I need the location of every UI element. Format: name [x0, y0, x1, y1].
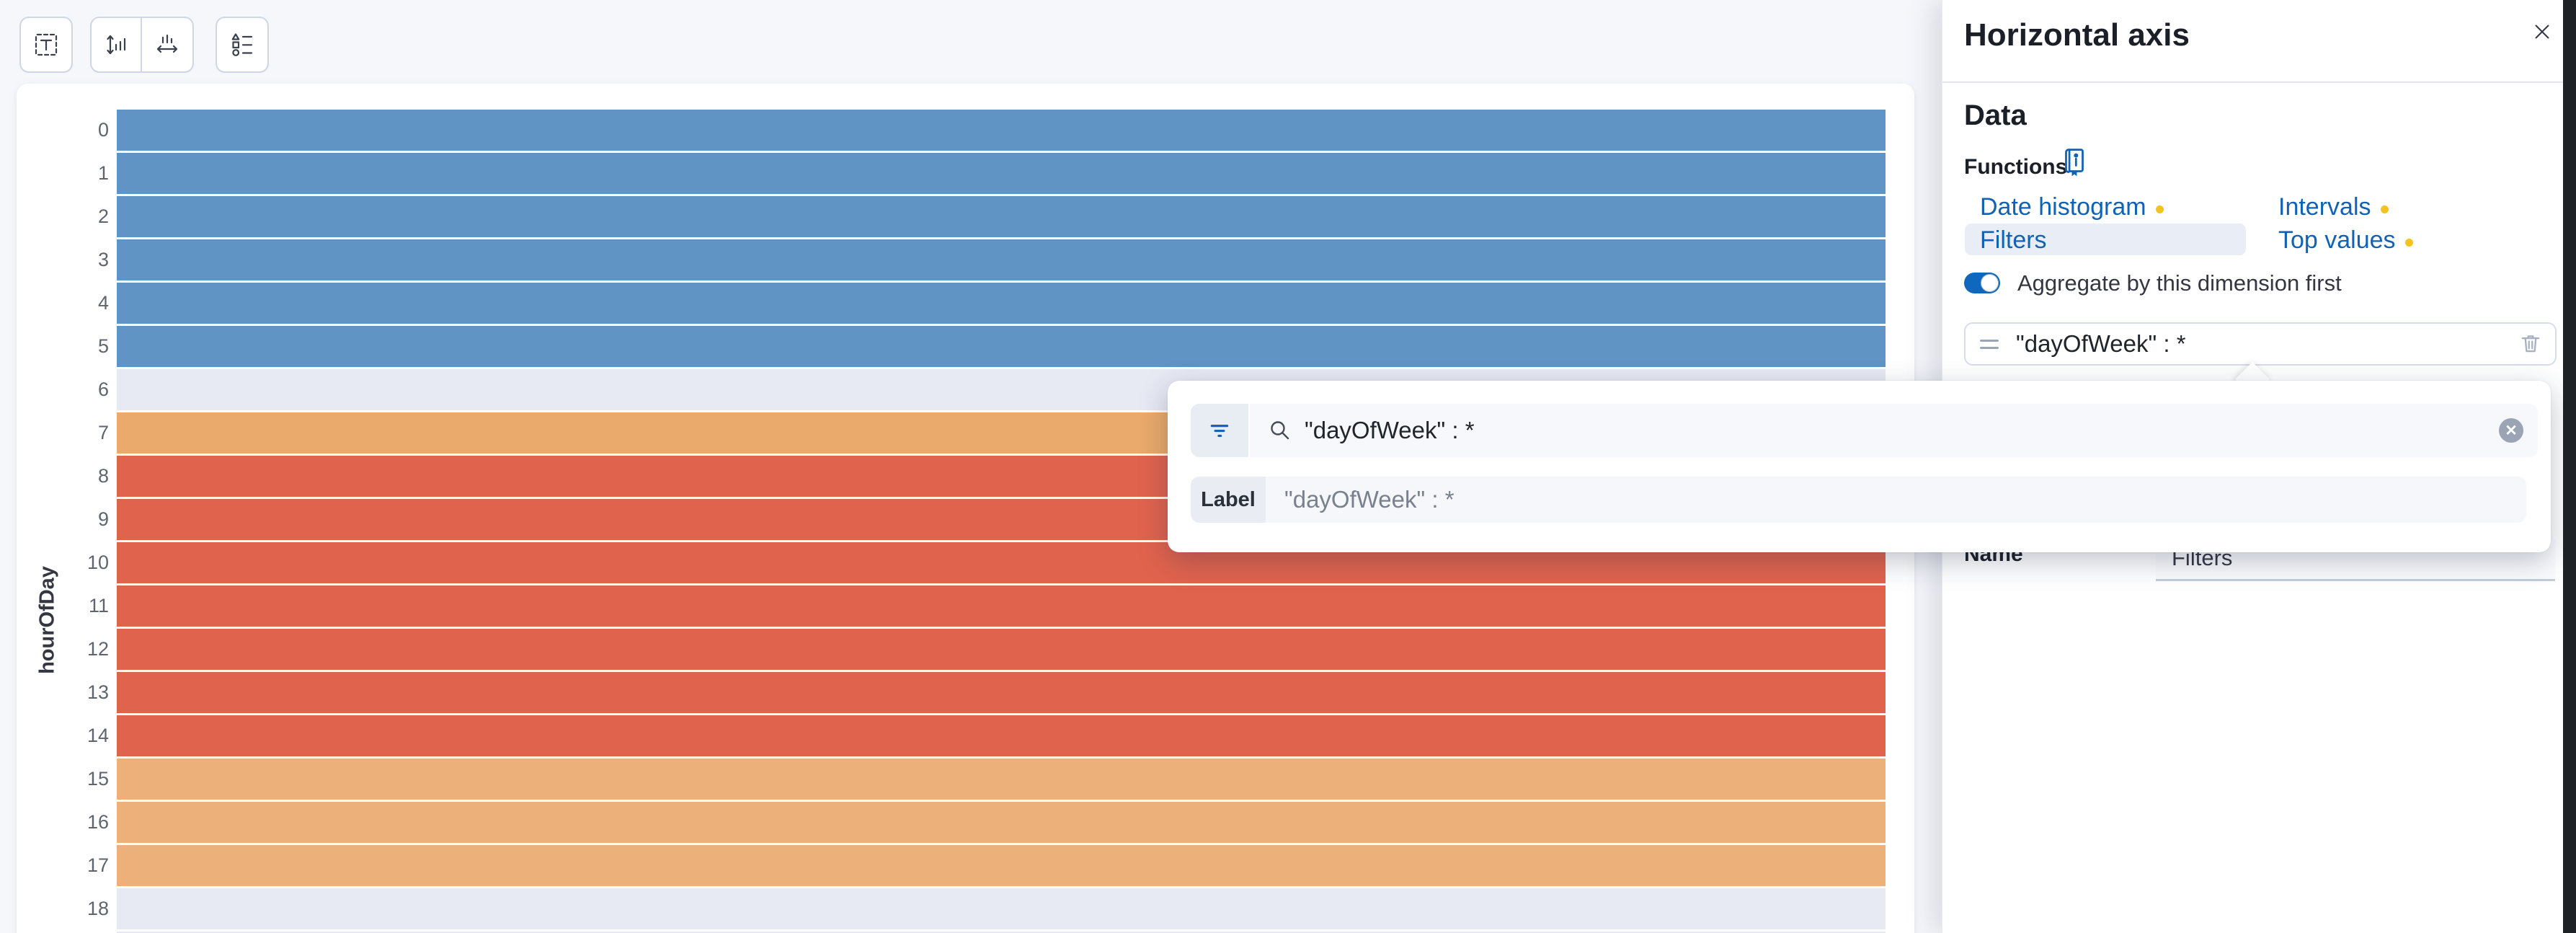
heatmap-row[interactable]: [117, 759, 1886, 800]
documentation-book-icon: [2065, 149, 2084, 177]
y-axis-tick-label: 14: [86, 725, 109, 746]
filter-icon: [1210, 425, 1229, 438]
y-axis-tick-label: 9: [97, 508, 109, 530]
function-filters[interactable]: Filters: [1980, 226, 2047, 254]
heatmap-row[interactable]: [117, 326, 1886, 367]
drag-handle-icon[interactable]: [1980, 339, 1999, 349]
y-axis-tick-label: 0: [97, 119, 109, 141]
filter-edit-popover: "dayOfWeek" : * ✕ Label "dayOfWeek" : *: [1168, 381, 2551, 552]
vertical-axis-icon: [107, 35, 126, 55]
y-axis-tick-label: 5: [97, 335, 109, 357]
heatmap-row[interactable]: [117, 888, 1886, 929]
close-button[interactable]: [2528, 17, 2557, 46]
label-field-prepend: Label: [1191, 477, 1266, 523]
function-selected-pill: [1965, 224, 2246, 255]
y-axis-tick-label: 17: [86, 854, 109, 876]
kql-filter-button[interactable]: [1191, 404, 1248, 457]
y-axis-tick-label: 2: [97, 205, 109, 227]
y-axis-tick-label: 12: [86, 638, 109, 660]
horizontal-axis-icon: [156, 34, 178, 53]
y-axis-tick-label: 10: [86, 552, 109, 573]
heatmap-row[interactable]: [117, 715, 1886, 756]
heatmap-row[interactable]: [117, 585, 1886, 627]
heatmap-row[interactable]: [117, 802, 1886, 843]
y-axis-title: hourOfDay: [35, 566, 59, 674]
heatmap-row[interactable]: [117, 932, 1886, 933]
label-field-row: Label "dayOfWeek" : *: [1191, 477, 2526, 523]
heatmap-row[interactable]: [117, 153, 1886, 194]
heatmap-row[interactable]: [117, 845, 1886, 886]
incompatible-dot-icon: [2404, 239, 2413, 247]
documentation-button[interactable]: [2059, 146, 2089, 180]
heatmap-row[interactable]: [117, 110, 1886, 151]
data-heading: Data: [1964, 100, 2027, 131]
clipped-dark-panel: [2563, 0, 2576, 933]
query-value: "dayOfWeek" : *: [1305, 417, 1475, 443]
aggregate-toggle[interactable]: [1964, 273, 2000, 293]
search-icon: [1271, 421, 1289, 440]
y-axis-tick-label: 6: [97, 379, 109, 400]
delete-filter-button[interactable]: [2518, 331, 2544, 357]
functions-label: Functions: [1964, 155, 2068, 179]
heatmap-row[interactable]: [117, 239, 1886, 280]
y-axis-tick-label: 18: [86, 898, 109, 919]
incompatible-dot-icon: [2155, 205, 2164, 213]
y-axis-tick-label: 13: [86, 681, 109, 703]
y-axis-tick-label: 11: [88, 595, 109, 616]
text-properties-button[interactable]: [19, 17, 73, 73]
query-search-input[interactable]: "dayOfWeek" : * ✕: [1250, 404, 2538, 457]
heatmap-row[interactable]: [117, 629, 1886, 670]
filter-item-row[interactable]: "dayOfWeek" : *: [1964, 322, 2557, 366]
text-select-icon: [35, 33, 58, 56]
y-axis-tick-label: 7: [97, 422, 109, 443]
function-date-histogram[interactable]: Date histogram: [1980, 193, 2164, 221]
aggregate-toggle-label: Aggregate by this dimension first: [2017, 270, 2342, 296]
y-axis-tick-label: 4: [97, 292, 109, 314]
y-axis-tick-label: 16: [86, 811, 109, 833]
label-input[interactable]: "dayOfWeek" : *: [1266, 477, 2526, 523]
filter-query-text: "dayOfWeek" : *: [2016, 330, 2186, 357]
function-intervals[interactable]: Intervals: [2278, 193, 2389, 221]
y-axis-tick-label: 8: [97, 465, 109, 487]
horizontal-axis-button[interactable]: [141, 17, 194, 73]
heatmap-row[interactable]: [117, 283, 1886, 324]
heatmap-row[interactable]: [117, 196, 1886, 237]
legend-button[interactable]: [216, 17, 269, 73]
legend-icon: [231, 33, 253, 56]
chart-toolbar: [0, 0, 1910, 84]
close-icon: [2535, 25, 2549, 39]
visualization-panel: 0 1 2 3 4 5 6 7 8 9 10 11 12 13 14 15 16 17 18 hourOfDay: [17, 84, 1914, 933]
heatmap-row[interactable]: [117, 672, 1886, 713]
y-axis-tick-label: 15: [86, 768, 109, 790]
query-input-row: "dayOfWeek" : * ✕: [1191, 404, 2538, 457]
flyout-title: Horizontal axis: [1964, 17, 2190, 53]
toggle-knob: [1981, 274, 1999, 292]
y-axis-tick-label: 3: [97, 249, 109, 270]
y-axis-tick-label: 1: [97, 162, 109, 184]
header-divider: [1942, 81, 2563, 83]
vertical-axis-button[interactable]: [90, 17, 143, 73]
function-top-values[interactable]: Top values: [2278, 226, 2413, 255]
trash-icon: [2521, 335, 2540, 353]
clear-query-button[interactable]: ✕: [2499, 418, 2523, 443]
incompatible-dot-icon: [2380, 205, 2389, 213]
